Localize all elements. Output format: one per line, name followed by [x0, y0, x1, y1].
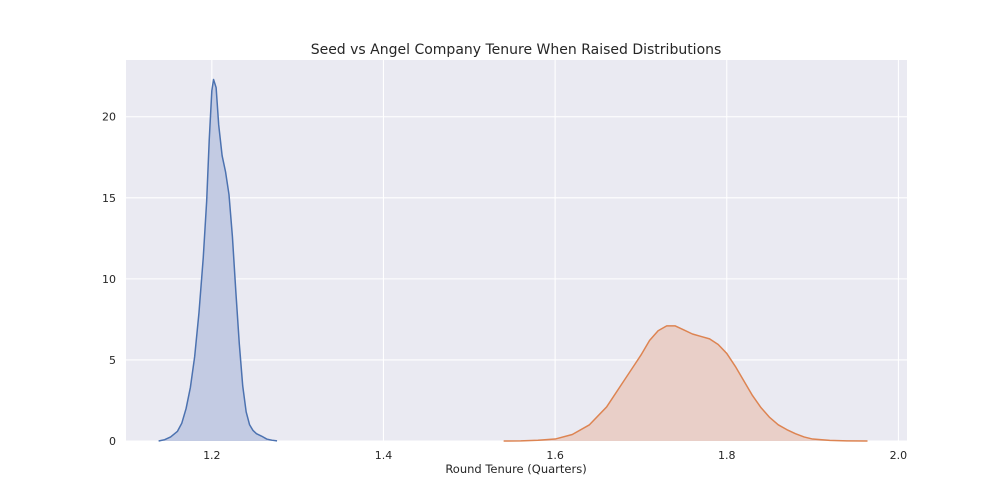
series-2-area	[503, 325, 868, 441]
x-axis-label: Round Tenure (Quarters)	[445, 462, 586, 476]
series-layer	[158, 78, 868, 442]
y-tick-label: 20	[102, 111, 116, 124]
series-1-area	[158, 79, 278, 442]
series-2-line	[503, 325, 868, 442]
y-tick-label: 5	[109, 354, 116, 367]
y-tick-labels: 0 5 10 15 20	[102, 111, 116, 448]
plot-background	[126, 60, 907, 441]
x-tick-label: 1.8	[718, 449, 736, 462]
x-tick-label: 1.6	[546, 449, 564, 462]
series-1-line	[158, 78, 278, 442]
y-tick-label: 15	[102, 192, 116, 205]
x-tick-label: 2.0	[890, 449, 908, 462]
y-tick-label: 0	[109, 435, 116, 448]
x-tick-label: 1.4	[375, 449, 393, 462]
x-tick-labels: 1.2 1.4 1.6 1.8 2.0	[203, 449, 907, 462]
x-tick-label: 1.2	[203, 449, 221, 462]
chart-title: Seed vs Angel Company Tenure When Raised…	[311, 42, 722, 58]
y-tick-label: 10	[102, 273, 116, 286]
